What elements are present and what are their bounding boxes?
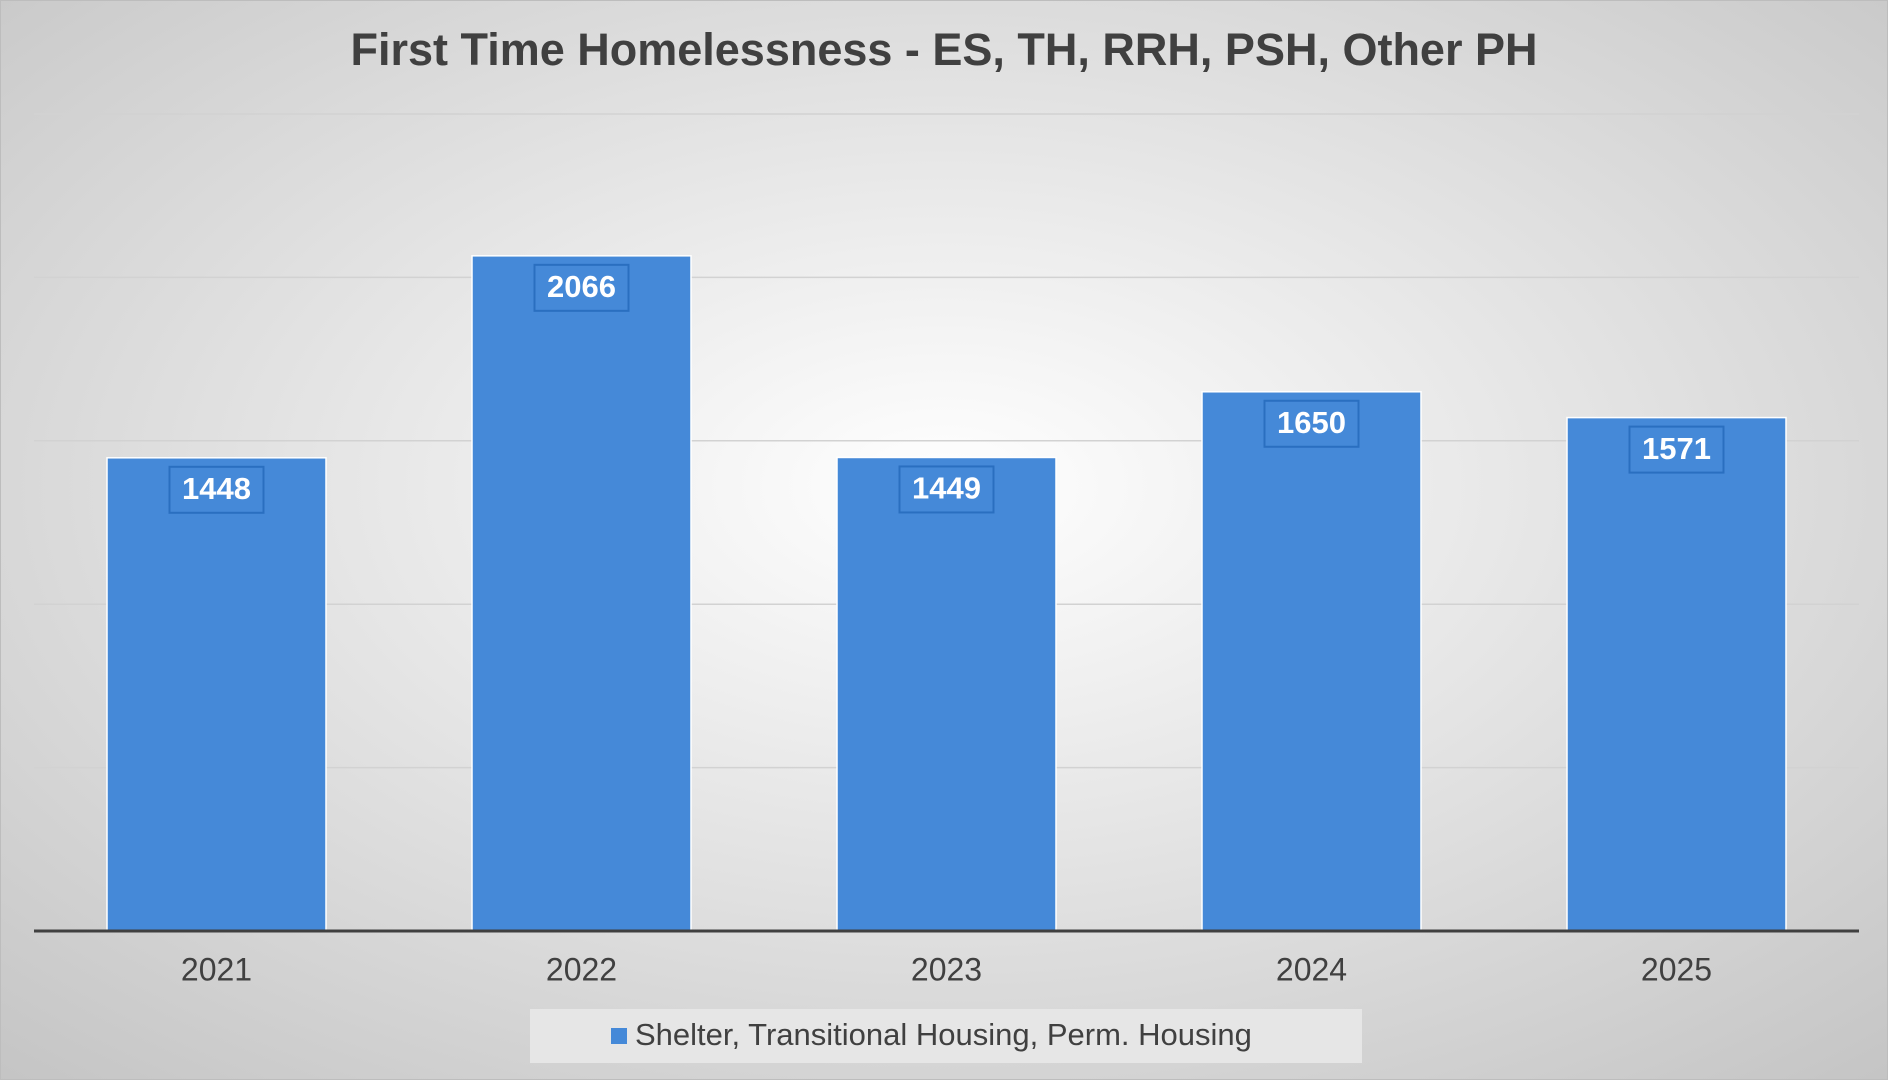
data-label-box [898,465,995,514]
x-tick-label: 2023 [911,951,982,987]
legend-box [530,1009,1362,1063]
legend-label: Shelter, Transitional Housing, Perm. Hou… [635,1017,1252,1052]
bar [471,255,692,932]
data-label: 1650 [1277,405,1346,440]
data-label: 2066 [547,269,616,304]
x-tick-label: 2025 [1641,951,1712,987]
x-tick-label: 2021 [181,951,252,987]
bar [1201,391,1422,932]
x-tick-label: 2024 [1276,951,1347,987]
bar [106,457,327,932]
x-tick-label: 2022 [546,951,617,987]
data-label: 1448 [182,471,251,506]
chart-title: First Time Homelessness - ES, TH, RRH, P… [351,24,1538,75]
data-label-box [168,465,265,514]
data-label: 1449 [912,471,981,506]
legend-swatch [611,1028,627,1044]
bar [836,456,1057,932]
data-label-box [1628,425,1725,474]
data-label-box [1263,399,1360,448]
data-label-box [533,263,630,312]
data-label: 1571 [1642,431,1711,466]
bar [1566,416,1787,932]
